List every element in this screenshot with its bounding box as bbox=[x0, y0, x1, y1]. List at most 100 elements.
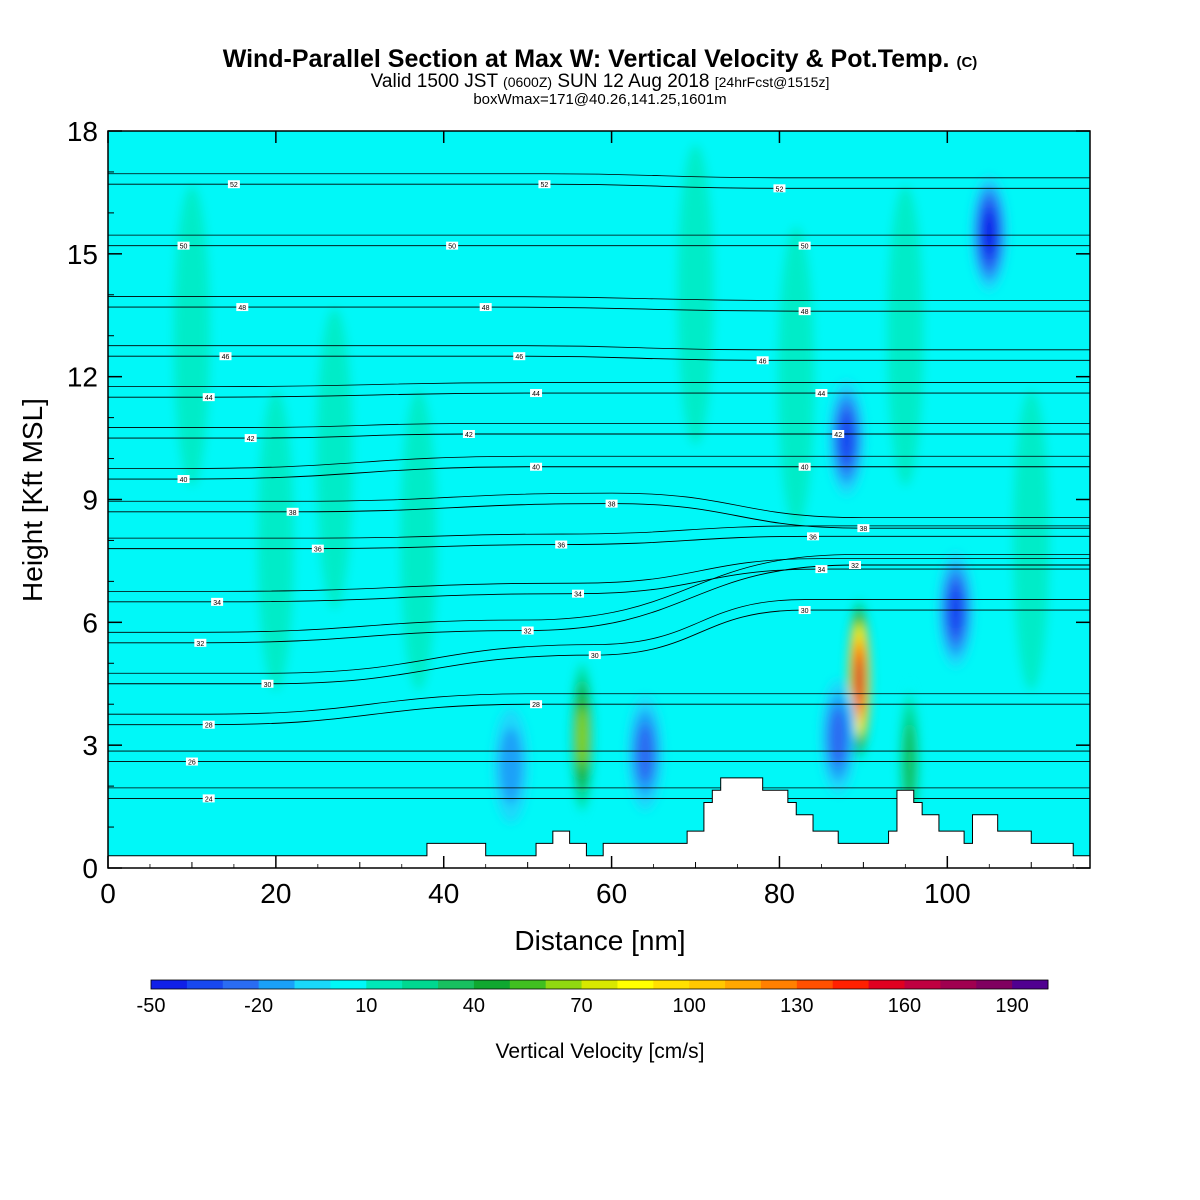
isentrope-minor bbox=[108, 423, 1090, 428]
colorbar-tick-label: 40 bbox=[463, 995, 485, 1017]
colorbar-swatch bbox=[402, 980, 439, 989]
isentrope-lines bbox=[108, 173, 1090, 799]
colorbar-swatch bbox=[330, 980, 367, 989]
isentrope-label: 52 bbox=[227, 180, 240, 189]
colorbar-label: Vertical Velocity [cm/s] bbox=[496, 1040, 705, 1063]
colorbar-swatch bbox=[653, 980, 690, 989]
colorbar-swatch bbox=[832, 980, 870, 989]
colorbar-swatch bbox=[438, 980, 475, 989]
isentrope-48 bbox=[108, 306, 1090, 312]
svg-text:28: 28 bbox=[532, 702, 540, 709]
svg-text:36: 36 bbox=[557, 543, 565, 550]
y-tick-label: 18 bbox=[67, 116, 98, 147]
isentrope-label: 30 bbox=[588, 651, 601, 660]
svg-text:42: 42 bbox=[465, 432, 473, 439]
colorbar-swatch bbox=[760, 980, 798, 989]
field-background bbox=[108, 131, 1090, 868]
colorbar-swatch bbox=[545, 980, 583, 989]
isentrope-label: 38 bbox=[857, 524, 870, 533]
isentrope-label: 40 bbox=[177, 475, 190, 484]
colorbar-swatch bbox=[868, 980, 905, 989]
colorbar-swatch bbox=[186, 980, 224, 989]
svg-text:44: 44 bbox=[205, 395, 213, 402]
isentrope-52 bbox=[108, 183, 1090, 189]
updraft-cell bbox=[846, 595, 873, 765]
isentrope-labels: 52 52 52 50 50 50 48 48 48 46 46 46 44 44 44 42 42 42 40 40… bbox=[177, 180, 870, 803]
y-tick-label: 15 bbox=[67, 239, 98, 270]
svg-text:38: 38 bbox=[859, 526, 867, 533]
svg-text:42: 42 bbox=[247, 436, 255, 443]
colorbar-swatch bbox=[689, 980, 726, 989]
colorbar-swatch bbox=[976, 980, 1013, 989]
x-tick-label: 40 bbox=[428, 878, 459, 909]
colorbar-swatch bbox=[904, 980, 941, 989]
svg-text:36: 36 bbox=[809, 534, 817, 541]
svg-text:40: 40 bbox=[801, 465, 809, 472]
isentrope-minor bbox=[108, 693, 1090, 715]
isentrope-label: 44 bbox=[815, 389, 828, 398]
isentrope-label: 48 bbox=[798, 307, 811, 316]
svg-text:48: 48 bbox=[482, 305, 490, 312]
svg-text:34: 34 bbox=[213, 600, 221, 607]
colorbar-swatch bbox=[151, 980, 188, 989]
downdraft-cell bbox=[971, 175, 1008, 291]
valid-date-label: SUN 12 Aug 2018 bbox=[557, 71, 710, 92]
y-tick-label: 0 bbox=[82, 853, 98, 884]
isentrope-minor bbox=[108, 558, 1090, 592]
isentrope-minor bbox=[108, 455, 1090, 469]
svg-text:38: 38 bbox=[608, 502, 616, 509]
colorbar-swatch bbox=[366, 980, 403, 989]
x-tick-label: 80 bbox=[764, 878, 795, 909]
isentrope-minor bbox=[108, 296, 1090, 302]
isentrope-label: 32 bbox=[194, 638, 207, 648]
svg-text:24: 24 bbox=[205, 796, 213, 803]
colorbar-frame bbox=[150, 979, 1049, 990]
svg-text:28: 28 bbox=[205, 723, 213, 730]
svg-text:46: 46 bbox=[222, 354, 230, 361]
svg-text:32: 32 bbox=[851, 563, 859, 570]
colorbar-swatch bbox=[473, 980, 511, 989]
colorbar-tick-label: 190 bbox=[995, 995, 1028, 1017]
downdraft-cell bbox=[627, 695, 664, 811]
copyright-mark: (C) bbox=[956, 54, 978, 71]
isentrope-label: 30 bbox=[798, 606, 811, 615]
isentrope-36 bbox=[108, 535, 1090, 550]
colorbar-swatch bbox=[258, 980, 296, 989]
x-tick-label: 20 bbox=[260, 878, 291, 909]
svg-text:38: 38 bbox=[289, 510, 297, 517]
svg-text:50: 50 bbox=[180, 244, 188, 251]
isentrope-label: 38 bbox=[286, 507, 299, 517]
downdraft-cell bbox=[820, 679, 857, 795]
x-tick-label: 0 bbox=[100, 878, 116, 909]
y-tick-label: 9 bbox=[82, 485, 98, 516]
isentrope-42 bbox=[108, 433, 1090, 439]
colorbar-tick-label: 160 bbox=[888, 995, 921, 1017]
isentrope-label: 38 bbox=[605, 499, 618, 509]
svg-text:36: 36 bbox=[314, 547, 322, 554]
colorbar-swatch bbox=[617, 980, 654, 989]
colorbar-swatch bbox=[294, 980, 331, 989]
svg-text:44: 44 bbox=[818, 391, 826, 398]
isentrope-label: 46 bbox=[219, 352, 232, 361]
isentrope-label: 40 bbox=[798, 462, 811, 472]
colorbar: -50 -20 10 40 70 100 130 160 190 bbox=[137, 979, 1049, 1017]
isentrope-minor bbox=[108, 525, 1090, 539]
isentrope-label: 50 bbox=[446, 241, 459, 251]
svg-text:48: 48 bbox=[801, 309, 809, 316]
chart-title: Wind-Parallel Section at Max W: Vertical… bbox=[0, 44, 1200, 78]
isentrope-label: 28 bbox=[530, 700, 543, 709]
isentrope-label: 32 bbox=[848, 561, 861, 570]
isentrope-label: 48 bbox=[479, 303, 492, 312]
isentrope-label: 32 bbox=[521, 626, 534, 636]
colorbar-tick-label: -50 bbox=[137, 995, 166, 1017]
isentrope-minor bbox=[108, 382, 1090, 388]
svg-text:46: 46 bbox=[759, 358, 767, 365]
colorbar-swatch bbox=[725, 980, 762, 989]
isentrope-label: 34 bbox=[572, 589, 585, 599]
y-axis-label: Height [Kft MSL] bbox=[17, 398, 48, 602]
isentrope-label: 34 bbox=[211, 597, 224, 607]
colorbar-swatch bbox=[1012, 980, 1049, 989]
valid-utc-label: (0600Z) bbox=[503, 74, 553, 90]
